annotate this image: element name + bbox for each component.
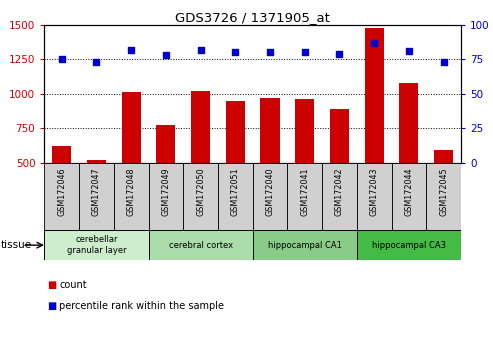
Bar — [391, 163, 426, 230]
Text: hippocampal CA1: hippocampal CA1 — [268, 241, 342, 250]
Bar — [148, 163, 183, 230]
Bar — [260, 98, 280, 232]
Bar — [287, 163, 322, 230]
Bar — [122, 92, 141, 232]
Point — [162, 52, 170, 58]
Text: GSM172042: GSM172042 — [335, 167, 344, 216]
Bar — [295, 99, 314, 232]
Text: cerebellar
granular layer: cerebellar granular layer — [67, 235, 126, 255]
Bar — [218, 163, 253, 230]
Bar — [52, 146, 71, 232]
Text: hippocampal CA3: hippocampal CA3 — [372, 241, 446, 250]
Bar — [330, 109, 349, 232]
Text: GSM172046: GSM172046 — [57, 167, 66, 216]
Text: GSM172041: GSM172041 — [300, 167, 309, 216]
Bar — [156, 125, 176, 232]
Bar — [365, 28, 384, 232]
Point — [58, 56, 66, 62]
Point — [197, 47, 205, 52]
Point — [127, 47, 135, 52]
Bar — [226, 101, 245, 232]
Point — [370, 40, 378, 46]
Bar — [357, 163, 391, 230]
Text: GSM172040: GSM172040 — [266, 167, 275, 216]
Bar — [114, 163, 148, 230]
Text: GSM172049: GSM172049 — [161, 167, 171, 216]
Bar — [253, 230, 357, 260]
Point — [301, 50, 309, 55]
Bar — [87, 160, 106, 232]
Text: ■: ■ — [47, 280, 56, 290]
Title: GDS3726 / 1371905_at: GDS3726 / 1371905_at — [175, 11, 330, 24]
Text: GSM172048: GSM172048 — [127, 167, 136, 216]
Text: GSM172043: GSM172043 — [370, 167, 379, 216]
Point — [266, 50, 274, 55]
Point — [405, 48, 413, 54]
Text: GSM172050: GSM172050 — [196, 167, 205, 216]
Bar — [426, 163, 461, 230]
Bar — [79, 163, 114, 230]
Text: GSM172047: GSM172047 — [92, 167, 101, 216]
Text: percentile rank within the sample: percentile rank within the sample — [59, 301, 224, 311]
Point — [93, 59, 101, 65]
Text: tissue: tissue — [1, 240, 32, 250]
Bar — [44, 163, 79, 230]
Bar — [434, 150, 453, 232]
Text: ■: ■ — [47, 301, 56, 311]
Point — [231, 50, 239, 55]
Text: GSM172045: GSM172045 — [439, 167, 448, 216]
Bar — [399, 83, 419, 232]
Text: count: count — [59, 280, 87, 290]
Text: GSM172051: GSM172051 — [231, 167, 240, 216]
Point — [440, 59, 448, 65]
Bar — [191, 91, 210, 232]
Text: cerebral cortex: cerebral cortex — [169, 241, 233, 250]
Bar — [322, 163, 357, 230]
Bar — [357, 230, 461, 260]
Text: GSM172044: GSM172044 — [404, 167, 414, 216]
Bar — [44, 230, 148, 260]
Bar — [148, 230, 253, 260]
Bar — [253, 163, 287, 230]
Bar — [183, 163, 218, 230]
Point — [336, 51, 344, 57]
